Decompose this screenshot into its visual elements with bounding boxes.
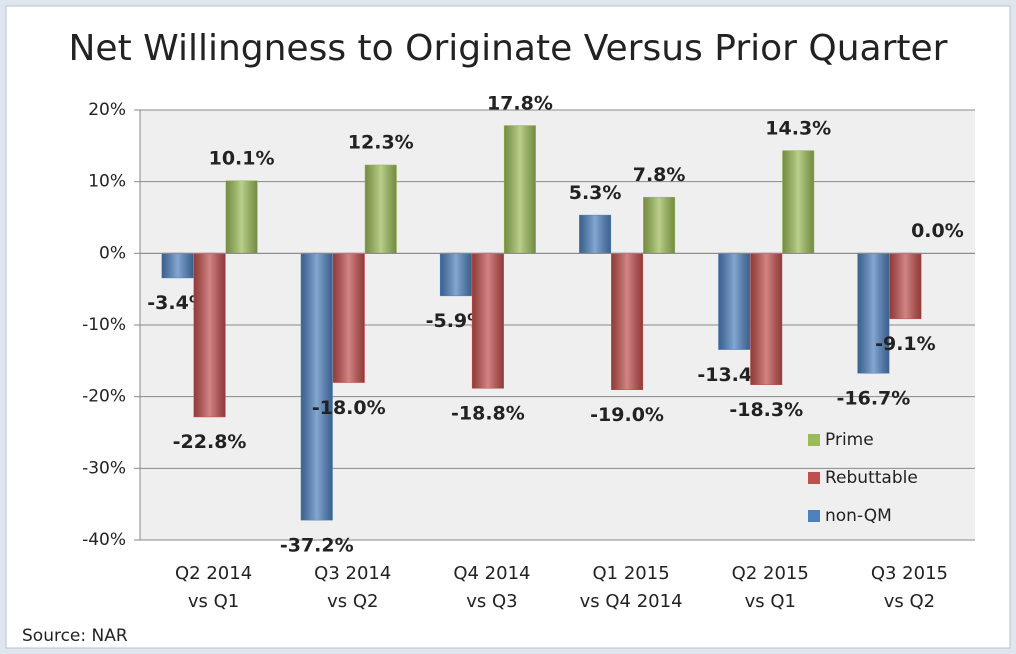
bar-shade xyxy=(750,253,782,385)
legend-swatch xyxy=(808,472,820,484)
y-tick-label: -20% xyxy=(82,387,126,407)
x-tick-label: Q1 2015 xyxy=(593,563,670,584)
y-tick-label: 20% xyxy=(88,100,126,120)
data-label: 7.8% xyxy=(633,164,686,186)
bar-shade xyxy=(579,215,611,254)
data-label: 14.3% xyxy=(765,117,831,139)
bar-shade xyxy=(162,253,194,278)
data-label: -9.1% xyxy=(875,333,936,355)
source: Source: NAR xyxy=(22,626,128,646)
data-label: 0.0% xyxy=(911,220,964,242)
bar-shade xyxy=(365,165,397,254)
bar-shade xyxy=(301,253,333,520)
data-label: -5.9% xyxy=(426,310,487,332)
x-tick-label: vs Q1 xyxy=(188,591,239,612)
x-tick-label: Q3 2014 xyxy=(314,563,391,584)
data-label: -16.7% xyxy=(837,388,911,410)
bar-shade xyxy=(194,253,226,417)
bar-shade xyxy=(504,125,536,254)
bar-shade xyxy=(889,253,921,319)
x-tick-label: vs Q2 xyxy=(884,591,935,612)
legend-swatch xyxy=(808,510,820,522)
data-label: 17.8% xyxy=(487,92,553,114)
bar-shade xyxy=(611,253,643,390)
data-label: -19.0% xyxy=(590,404,664,426)
x-tick-label: vs Q2 xyxy=(327,591,378,612)
x-tick-label: vs Q1 xyxy=(745,591,796,612)
bar-shade xyxy=(718,253,750,350)
data-label: -22.8% xyxy=(173,431,247,453)
bar-shade xyxy=(333,253,365,383)
y-tick-label: -40% xyxy=(82,530,126,550)
data-label: 10.1% xyxy=(209,147,275,169)
bar-shade xyxy=(782,150,814,254)
chart-title: Net Willingness to Originate Versus Prio… xyxy=(69,28,948,69)
y-tick-label: 10% xyxy=(88,172,126,192)
data-label: -37.2% xyxy=(280,534,354,556)
data-label: -3.4% xyxy=(147,292,208,314)
data-label: -18.8% xyxy=(451,403,525,425)
x-tick-label: Q4 2014 xyxy=(453,563,530,584)
x-tick-label: Q2 2014 xyxy=(175,563,252,584)
legend-label: Rebuttable xyxy=(825,468,918,488)
x-tick-label: vs Q3 xyxy=(466,591,517,612)
bar-shade xyxy=(857,253,889,374)
bar-shade xyxy=(440,253,472,296)
x-tick-label: Q2 2015 xyxy=(732,563,809,584)
y-tick-label: -10% xyxy=(82,315,126,335)
legend-label: Prime xyxy=(825,430,874,450)
y-tick-label: 0% xyxy=(99,243,126,263)
data-label: -18.0% xyxy=(312,397,386,419)
data-label: 12.3% xyxy=(348,132,414,154)
legend-label: non-QM xyxy=(825,506,892,526)
legend-swatch xyxy=(808,434,820,446)
y-tick-label: -30% xyxy=(82,458,126,478)
data-label: -18.3% xyxy=(729,399,803,421)
bar-shade xyxy=(643,197,675,254)
x-tick-label: vs Q4 2014 xyxy=(580,591,683,612)
bar-shade xyxy=(472,253,504,389)
data-label: 5.3% xyxy=(569,182,622,204)
x-tick-label: Q3 2015 xyxy=(871,563,948,584)
bar-shade xyxy=(226,180,258,254)
